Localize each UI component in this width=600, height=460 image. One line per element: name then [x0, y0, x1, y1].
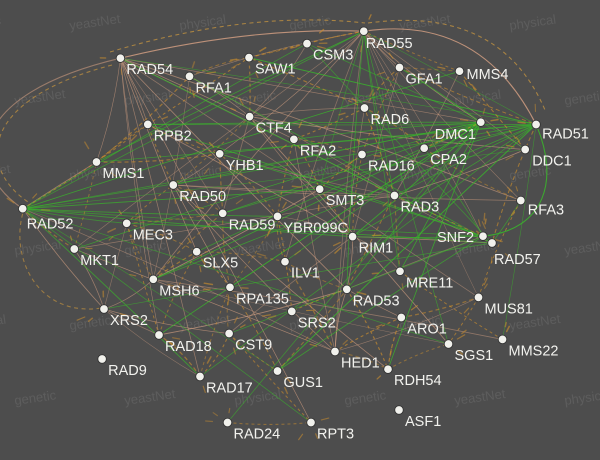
svg-text:MMS4: MMS4: [467, 67, 509, 83]
svg-text:RFA3: RFA3: [528, 203, 564, 219]
svg-text:MEC3: MEC3: [133, 227, 173, 243]
svg-text:RAD16: RAD16: [368, 159, 415, 175]
svg-text:RPT3: RPT3: [317, 427, 354, 443]
svg-text:YHB1: YHB1: [226, 158, 264, 174]
svg-text:DMC1: DMC1: [435, 127, 476, 143]
svg-text:RAD53: RAD53: [353, 293, 400, 309]
svg-text:SNF2: SNF2: [437, 230, 474, 246]
svg-text:RFA2: RFA2: [300, 143, 336, 159]
svg-text:ASF1: ASF1: [405, 414, 441, 430]
svg-text:RPB2: RPB2: [154, 128, 192, 144]
svg-text:RPA135: RPA135: [236, 291, 289, 307]
svg-text:RAD50: RAD50: [179, 189, 226, 205]
svg-text:MKT1: MKT1: [80, 253, 119, 269]
svg-text:RAD59: RAD59: [229, 217, 276, 233]
svg-text:RFA1: RFA1: [196, 80, 232, 96]
svg-text:YBR099C: YBR099C: [284, 220, 348, 236]
svg-text:CST9: CST9: [235, 338, 272, 354]
svg-text:CSM3: CSM3: [313, 48, 353, 64]
svg-text:RAD17: RAD17: [206, 381, 253, 397]
svg-text:RAD24: RAD24: [234, 427, 281, 443]
svg-text:HED1: HED1: [341, 356, 380, 372]
svg-text:RAD51: RAD51: [542, 127, 589, 143]
svg-text:RAD57: RAD57: [494, 252, 541, 268]
svg-text:SRS2: SRS2: [298, 315, 336, 331]
svg-text:MRE11: MRE11: [406, 275, 453, 291]
svg-text:CTF4: CTF4: [256, 121, 292, 137]
svg-text:MMS1: MMS1: [103, 166, 145, 182]
svg-text:ILV1: ILV1: [291, 266, 320, 282]
svg-text:RAD52: RAD52: [27, 217, 74, 233]
svg-text:MSH6: MSH6: [159, 283, 199, 299]
svg-text:SMT3: SMT3: [326, 193, 365, 209]
svg-text:RAD54: RAD54: [126, 62, 173, 78]
svg-text:SAW1: SAW1: [255, 62, 296, 78]
svg-text:RAD55: RAD55: [366, 36, 413, 52]
svg-text:RDH54: RDH54: [394, 373, 442, 389]
svg-text:GFA1: GFA1: [406, 72, 443, 88]
svg-text:RAD6: RAD6: [371, 112, 410, 128]
svg-text:RAD9: RAD9: [108, 363, 147, 379]
svg-text:SGS1: SGS1: [455, 348, 494, 364]
svg-text:CPA2: CPA2: [430, 152, 467, 168]
svg-text:GUS1: GUS1: [284, 375, 324, 391]
svg-text:DDC1: DDC1: [532, 154, 571, 170]
svg-text:ARO1: ARO1: [407, 322, 447, 338]
svg-text:SLX5: SLX5: [203, 256, 238, 272]
svg-text:MMS22: MMS22: [509, 343, 559, 359]
svg-text:RAD3: RAD3: [401, 200, 440, 216]
svg-text:MUS81: MUS81: [485, 301, 533, 317]
svg-text:RIM1: RIM1: [359, 241, 394, 257]
svg-text:RAD18: RAD18: [165, 339, 212, 355]
svg-text:XRS2: XRS2: [110, 313, 148, 329]
